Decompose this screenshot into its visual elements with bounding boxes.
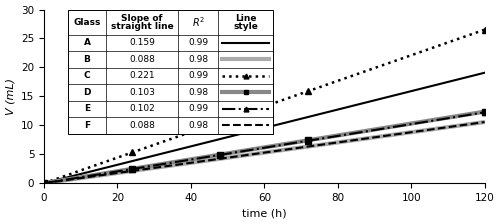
X-axis label: time (h): time (h) xyxy=(242,209,286,218)
Text: 0.221: 0.221 xyxy=(130,71,155,80)
Text: 0.98: 0.98 xyxy=(188,88,208,97)
Text: A: A xyxy=(84,39,90,47)
Text: 0.98: 0.98 xyxy=(188,55,208,64)
Text: B: B xyxy=(84,55,90,64)
Text: straight line: straight line xyxy=(110,22,174,31)
Text: D: D xyxy=(84,88,91,97)
Text: $R^2$: $R^2$ xyxy=(192,16,205,30)
Text: Slope of: Slope of xyxy=(122,14,163,23)
Text: 0.088: 0.088 xyxy=(129,121,155,130)
Text: F: F xyxy=(84,121,90,130)
Text: E: E xyxy=(84,104,90,113)
Text: style: style xyxy=(233,22,258,31)
Text: 0.98: 0.98 xyxy=(188,121,208,130)
Text: Glass: Glass xyxy=(74,18,101,27)
Text: 0.088: 0.088 xyxy=(129,55,155,64)
Text: 0.99: 0.99 xyxy=(188,71,208,80)
Text: C: C xyxy=(84,71,90,80)
Text: 0.99: 0.99 xyxy=(188,104,208,113)
Y-axis label: V (mL): V (mL) xyxy=(6,78,16,115)
FancyBboxPatch shape xyxy=(68,11,273,134)
Text: 0.102: 0.102 xyxy=(129,104,155,113)
Text: 0.159: 0.159 xyxy=(129,39,155,47)
Text: Line: Line xyxy=(235,14,256,23)
Text: 0.103: 0.103 xyxy=(129,88,155,97)
Text: 0.99: 0.99 xyxy=(188,39,208,47)
